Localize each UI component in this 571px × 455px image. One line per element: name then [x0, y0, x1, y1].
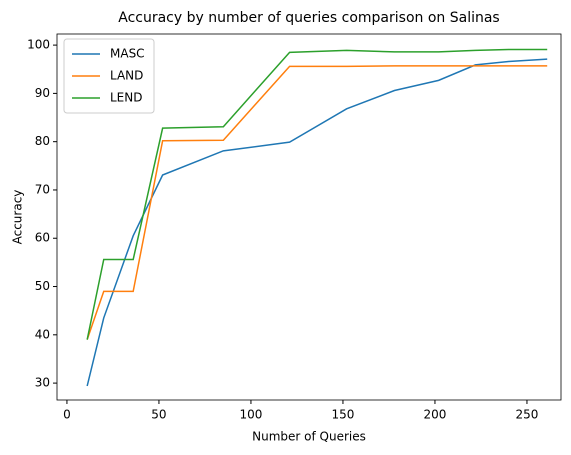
- y-axis-label: Accuracy: [11, 190, 25, 245]
- y-tick-label: 70: [35, 182, 50, 196]
- legend-label: LEND: [110, 91, 142, 105]
- y-tick-label: 50: [35, 279, 50, 293]
- legend-label: LAND: [110, 69, 143, 83]
- x-tick-label: 150: [331, 408, 354, 422]
- x-tick-label: 100: [239, 408, 262, 422]
- series-line: [86, 48, 548, 340]
- x-tick-label: 250: [516, 408, 539, 422]
- legend-label: MASC: [110, 47, 145, 61]
- y-tick-label: 90: [35, 86, 50, 100]
- chart-title: Accuracy by number of queries comparison…: [118, 10, 499, 26]
- y-tick-label: 80: [35, 134, 50, 148]
- plot-frame: [56, 33, 562, 401]
- x-tick-label: 50: [151, 408, 166, 422]
- y-tick-label: 100: [27, 38, 50, 52]
- x-tick-label: 200: [424, 408, 447, 422]
- series-line: [86, 58, 548, 387]
- legend: MASC LAND LEND: [63, 38, 155, 114]
- series-line: [86, 65, 548, 340]
- legend-box: [63, 38, 155, 114]
- x-tick-label: 0: [63, 408, 71, 422]
- y-tick-label: 30: [35, 376, 50, 390]
- y-tick-label: 60: [35, 231, 50, 245]
- y-tick-label: 40: [35, 327, 50, 341]
- x-axis-label: Number of Queries: [252, 430, 366, 444]
